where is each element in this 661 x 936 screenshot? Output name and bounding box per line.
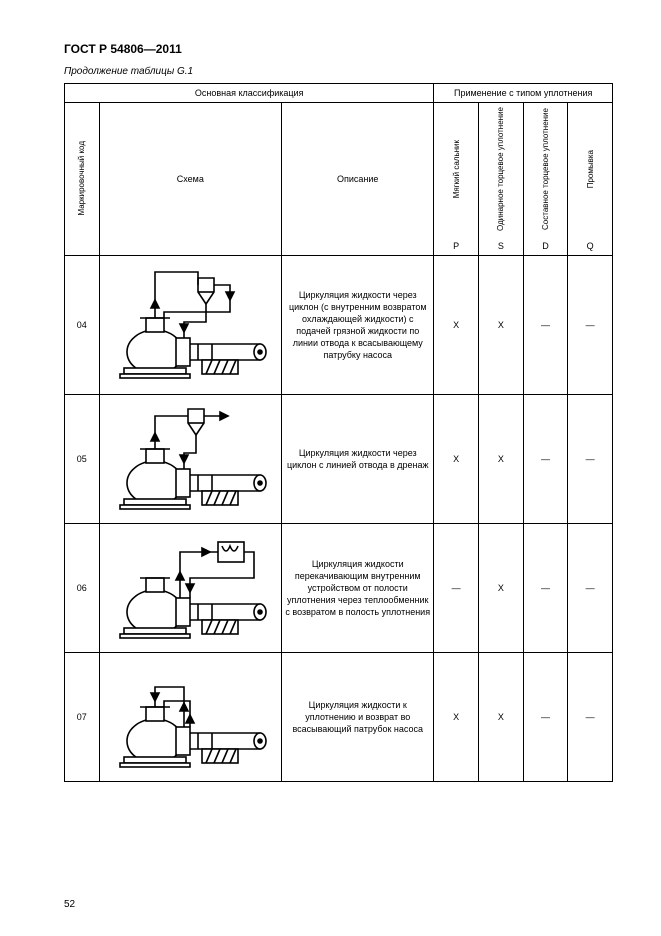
letter-d: D bbox=[523, 237, 568, 256]
row-description: Циркуляция жидкости через циклон (с внут… bbox=[282, 255, 434, 394]
row-schema bbox=[99, 255, 282, 394]
cell-s: X bbox=[479, 394, 524, 523]
row-code: 05 bbox=[65, 394, 100, 523]
row-description: Циркуляция жидкости к уплотнению и возвр… bbox=[282, 652, 434, 781]
page-number: 52 bbox=[64, 899, 75, 910]
letter-p: P bbox=[434, 237, 479, 256]
row-description: Циркуляция жидкости перекачивающим внутр… bbox=[282, 523, 434, 652]
pump-schema-icon bbox=[110, 657, 270, 777]
row-code: 07 bbox=[65, 652, 100, 781]
doc-title: ГОСТ Р 54806—2011 bbox=[64, 42, 613, 56]
header-seal-group: Применение с типом уплотнения bbox=[434, 84, 613, 103]
table-row: 07 bbox=[65, 652, 613, 781]
cell-q: — bbox=[568, 523, 613, 652]
cell-p: X bbox=[434, 652, 479, 781]
table-row: 05 bbox=[65, 394, 613, 523]
cell-s: X bbox=[479, 652, 524, 781]
row-schema bbox=[99, 523, 282, 652]
cell-s: X bbox=[479, 523, 524, 652]
cell-p: X bbox=[434, 394, 479, 523]
cell-q: — bbox=[568, 652, 613, 781]
pump-schema-icon bbox=[110, 399, 270, 519]
row-schema bbox=[99, 394, 282, 523]
row-code: 04 bbox=[65, 255, 100, 394]
table-caption: Продолжение таблицы G.1 bbox=[64, 66, 613, 77]
cell-d: — bbox=[523, 255, 568, 394]
header-seal-p: Мягкий сальник bbox=[434, 103, 479, 237]
header-seal-d: Составное торцевое уплотнение bbox=[523, 103, 568, 237]
cell-d: — bbox=[523, 523, 568, 652]
table-row: 06 bbox=[65, 523, 613, 652]
row-code: 06 bbox=[65, 523, 100, 652]
cell-p: — bbox=[434, 523, 479, 652]
pump-schema-icon bbox=[110, 528, 270, 648]
row-schema bbox=[99, 652, 282, 781]
header-description: Описание bbox=[282, 103, 434, 256]
row-description: Циркуляция жидкости через циклон с линие… bbox=[282, 394, 434, 523]
header-main-group: Основная классификация bbox=[65, 84, 434, 103]
header-seal-q: Промывка bbox=[568, 103, 613, 237]
letter-q: Q bbox=[568, 237, 613, 256]
cell-d: — bbox=[523, 394, 568, 523]
letter-s: S bbox=[479, 237, 524, 256]
pump-schema-icon bbox=[110, 260, 270, 390]
cell-s: X bbox=[479, 255, 524, 394]
classification-table: Основная классификация Применение с типо… bbox=[64, 83, 613, 782]
header-code: Маркировочный код bbox=[65, 103, 100, 256]
cell-d: — bbox=[523, 652, 568, 781]
header-schema: Схема bbox=[99, 103, 282, 256]
cell-q: — bbox=[568, 255, 613, 394]
cell-q: — bbox=[568, 394, 613, 523]
cell-p: X bbox=[434, 255, 479, 394]
header-seal-s: Одинарное торцевое уплотнение bbox=[479, 103, 524, 237]
table-row: 04 bbox=[65, 255, 613, 394]
